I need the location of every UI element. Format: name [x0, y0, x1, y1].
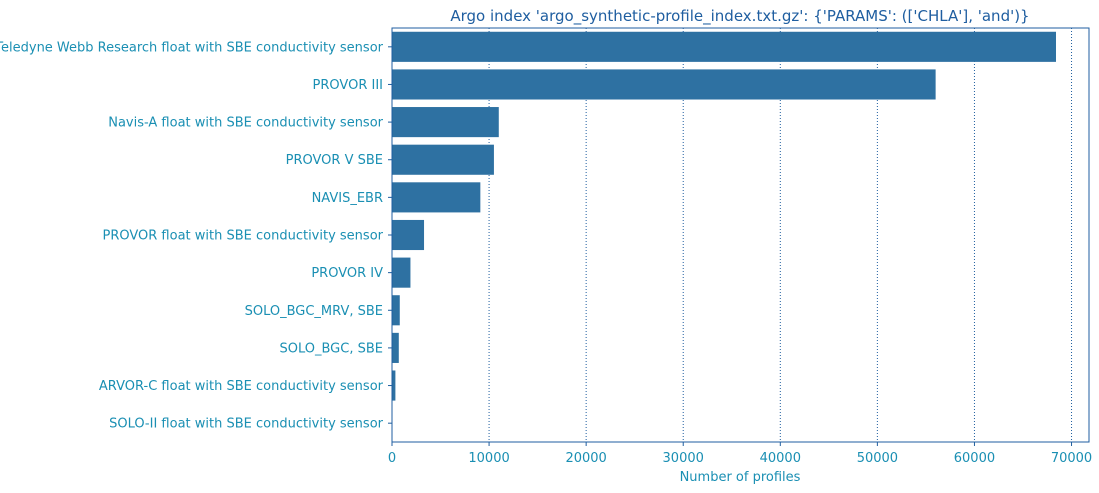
x-tick-label: 60000: [954, 451, 995, 466]
bar: [392, 370, 396, 401]
bar: [392, 31, 1056, 62]
y-tick-label: PROVOR V SBE: [286, 153, 383, 168]
y-tick-label: Teledyne Webb Research float with SBE co…: [0, 40, 384, 55]
bar: [392, 69, 936, 100]
y-tick-label: ARVOR-C float with SBE conductivity sens…: [99, 379, 384, 394]
bar: [392, 257, 411, 288]
bar: [392, 144, 494, 175]
bars: [392, 31, 1056, 439]
y-tick-label: PROVOR IV: [311, 266, 383, 281]
y-tick-label: PROVOR float with SBE conductivity senso…: [102, 229, 383, 244]
y-tick-label: Navis-A float with SBE conductivity sens…: [108, 116, 383, 131]
x-tick-labels: 0 10000 20000 30000 40000 50000 60000 70000: [388, 442, 1092, 466]
y-tick-label: NAVIS_EBR: [312, 191, 383, 206]
y-tick-label: PROVOR III: [313, 78, 383, 93]
y-tick-labels: Teledyne Webb Research float with SBE co…: [0, 40, 392, 432]
y-tick-label: SOLO-II float with SBE conductivity sens…: [109, 417, 384, 432]
x-tick-label: 70000: [1051, 451, 1092, 466]
y-tick-label: SOLO_BGC, SBE: [280, 341, 384, 356]
x-tick-label: 0: [388, 451, 396, 466]
x-tick-label: 50000: [857, 451, 898, 466]
x-tick-label: 20000: [565, 451, 606, 466]
x-tick-label: 30000: [663, 451, 704, 466]
y-tick-label: SOLO_BGC_MRV, SBE: [245, 304, 383, 319]
x-tick-label: 10000: [468, 451, 509, 466]
bar: [392, 182, 481, 213]
bar: [392, 332, 399, 363]
bar: [392, 295, 400, 326]
x-axis-label: Number of profiles: [680, 470, 801, 485]
bar: [392, 107, 499, 138]
x-tick-label: 40000: [760, 451, 801, 466]
bar: [392, 219, 425, 251]
chart-title: Argo index 'argo_synthetic-profile_index…: [450, 7, 1029, 26]
